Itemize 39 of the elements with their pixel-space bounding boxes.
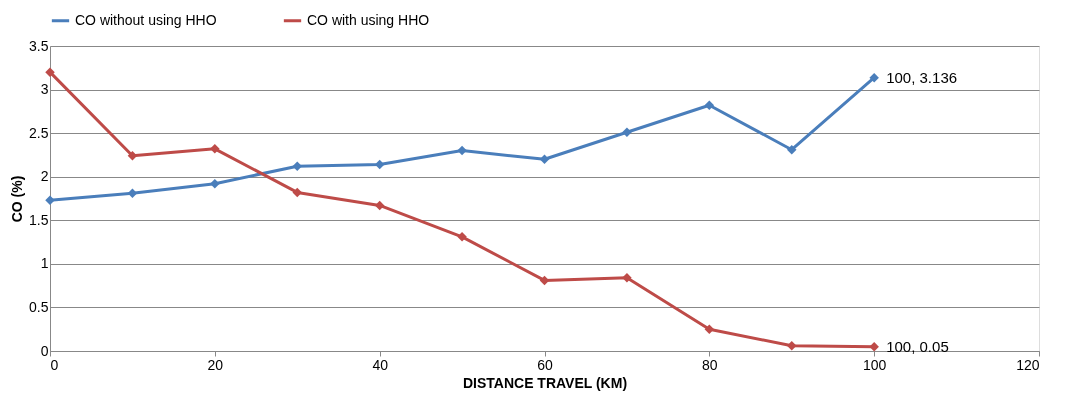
point (704, 324, 715, 334)
point (622, 127, 632, 138)
point (127, 188, 138, 199)
legend-label: CO without using HHO (75, 11, 217, 28)
y-tick-label: 3.5 (29, 37, 49, 54)
legend-label: CO with using HHO (307, 11, 430, 28)
point (787, 144, 797, 155)
y-tick-label: 3 (40, 81, 49, 98)
y-tick-label: 0.5 (29, 298, 49, 315)
point (292, 187, 302, 198)
point (869, 72, 879, 83)
point (787, 341, 797, 351)
x-tick-label: 120 (1016, 356, 1040, 373)
point (374, 159, 385, 170)
y-tick-label: 1 (40, 255, 49, 272)
point (210, 178, 220, 189)
annotation: 100, 3.136 (886, 68, 958, 86)
point (539, 275, 550, 286)
y-tick-label: 2.5 (29, 124, 49, 141)
point (539, 154, 550, 165)
x-tick-label: 40 (372, 356, 389, 373)
x-tick-label: 20 (207, 356, 224, 373)
point (292, 161, 302, 171)
point (210, 144, 220, 154)
point (622, 273, 632, 283)
point (374, 200, 385, 211)
x-tick-label: 60 (537, 356, 553, 373)
y-tick-label: 1.5 (29, 211, 49, 228)
point (869, 341, 879, 352)
annotation: 100, 0.05 (886, 337, 949, 355)
point (457, 145, 467, 156)
x-axis-title: DISTANCE TRAVEL (KM) (462, 374, 628, 391)
y-tick-label: 2 (40, 168, 49, 185)
y-tick-label: 0 (40, 342, 49, 359)
y-axis-title: CO (%) (9, 175, 26, 223)
x-tick-label: 80 (702, 356, 718, 373)
point (704, 100, 715, 110)
point (127, 151, 138, 161)
x-tick-label: 100 (862, 356, 887, 373)
